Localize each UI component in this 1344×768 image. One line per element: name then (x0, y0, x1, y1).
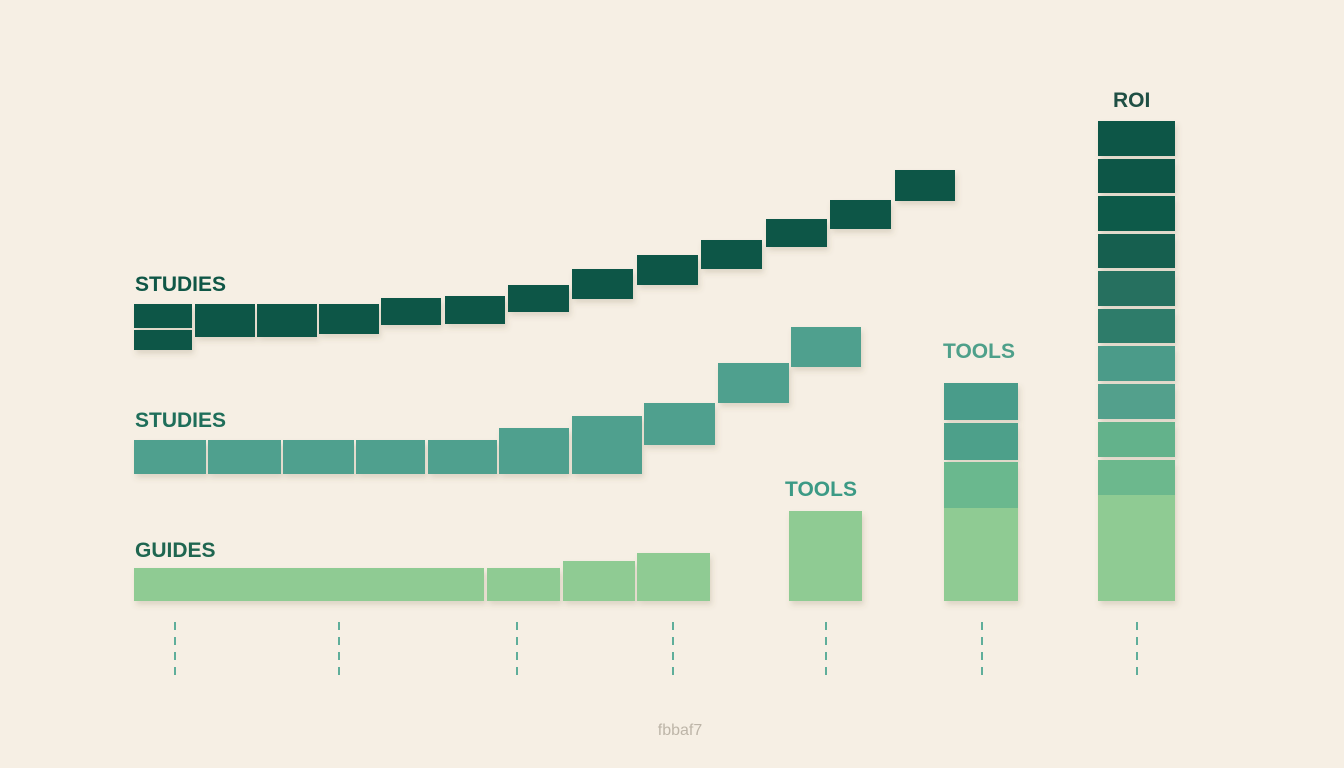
footer: fbbaf7 (658, 722, 703, 739)
roi-column (1098, 121, 1175, 601)
label: TOOLS (943, 340, 1015, 363)
dashed-guides (174, 622, 1138, 682)
label: TOOLS (785, 478, 857, 501)
row-guides (134, 553, 710, 601)
label: ROI (1113, 89, 1150, 112)
label: STUDIES (135, 273, 226, 296)
row-studies-dark (134, 170, 955, 350)
label: GUIDES (135, 539, 216, 562)
row-studies-mid (134, 327, 861, 474)
tools-column-2 (944, 383, 1018, 601)
label: STUDIES (135, 409, 226, 432)
tools-column-1 (789, 511, 862, 601)
